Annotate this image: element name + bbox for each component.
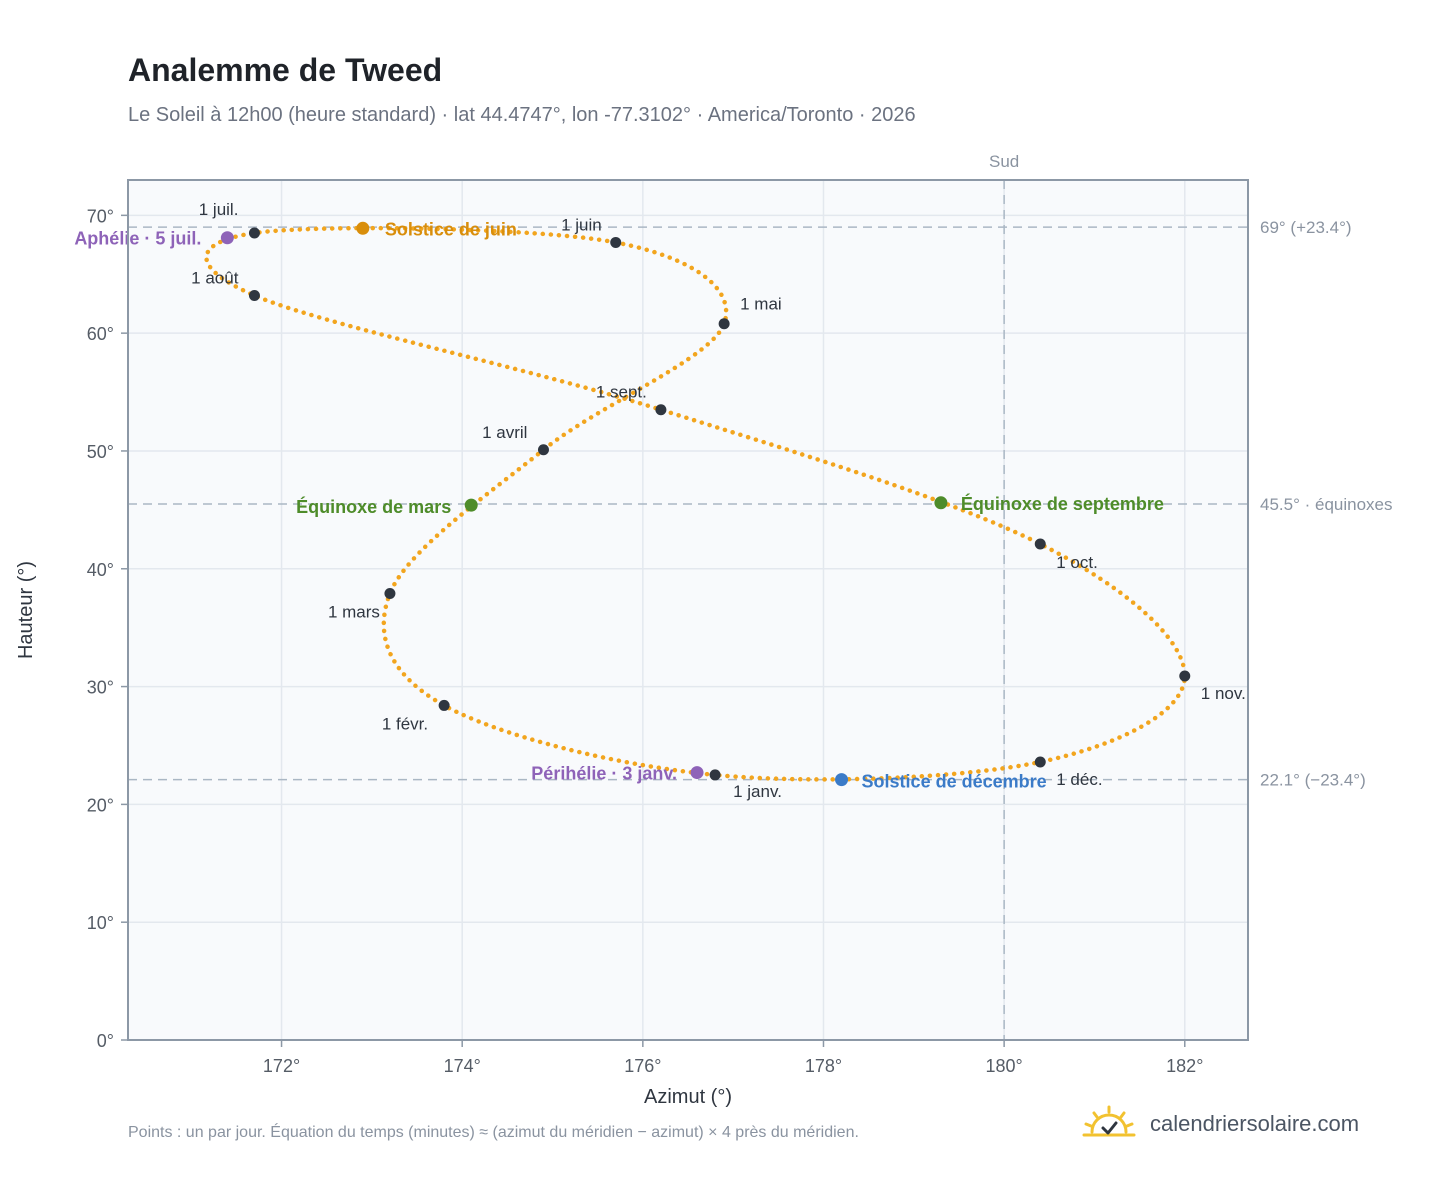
chart-subtitle: Le Soleil à 12h00 (heure standard) · lat… <box>128 104 916 126</box>
y-tick-label: 20° <box>87 795 114 815</box>
x-tick-label: 180° <box>986 1056 1023 1076</box>
month-label: 1 juil. <box>199 200 239 219</box>
month-label: 1 déc. <box>1056 770 1102 789</box>
month-marker <box>384 588 396 600</box>
month-marker <box>438 699 450 711</box>
y-tick-label: 70° <box>87 206 114 226</box>
event-label: Périhélie · 3 janv. <box>531 764 677 784</box>
month-label: 1 nov. <box>1201 684 1246 703</box>
month-marker <box>248 289 260 301</box>
brand-name[interactable]: calendriersolaire.com <box>1150 1111 1360 1136</box>
event-marker <box>464 498 478 512</box>
month-label: 1 août <box>191 268 239 287</box>
month-marker <box>1034 538 1046 550</box>
footnote: Points : un par jour. Équation du temps … <box>128 1124 859 1141</box>
plot-area <box>128 180 1248 1040</box>
month-marker <box>1034 756 1046 768</box>
month-label: 1 avril <box>482 423 527 442</box>
event-marker <box>220 231 234 245</box>
x-tick-label: 178° <box>805 1056 842 1076</box>
event-label: Équinoxe de septembre <box>961 493 1164 514</box>
month-marker <box>718 318 730 330</box>
x-tick-label: 172° <box>263 1056 300 1076</box>
reference-label: 69° (+23.4°) <box>1260 218 1352 237</box>
chart-title: Analemme de Tweed <box>128 52 443 88</box>
sun-icon <box>1082 1105 1136 1137</box>
y-tick-label: 10° <box>87 913 114 933</box>
y-tick-label: 40° <box>87 560 114 580</box>
reference-label: 45.5° · équinoxes <box>1260 495 1393 514</box>
reference-label: 22.1° (−23.4°) <box>1260 771 1366 790</box>
south-label: Sud <box>989 152 1019 171</box>
x-tick-label: 176° <box>624 1056 661 1076</box>
event-marker <box>356 221 370 235</box>
y-tick-label: 60° <box>87 324 114 344</box>
month-marker <box>655 404 667 416</box>
month-label: 1 juin <box>561 215 602 234</box>
y-tick-label: 50° <box>87 442 114 462</box>
plot-border <box>127 179 1249 1041</box>
month-marker <box>537 444 549 456</box>
month-marker <box>1179 670 1191 682</box>
month-label: 1 janv. <box>733 782 782 801</box>
event-marker <box>835 773 849 787</box>
month-marker <box>709 769 721 781</box>
analemma-daily-points <box>204 225 1188 782</box>
month-label: 1 mai <box>740 295 782 314</box>
month-marker <box>610 236 622 248</box>
brand[interactable]: calendriersolaire.com <box>1082 1102 1359 1146</box>
month-marker <box>248 227 260 239</box>
event-label: Aphélie · 5 juil. <box>74 229 201 249</box>
month-label: 1 oct. <box>1056 553 1098 572</box>
event-marker <box>690 766 704 780</box>
event-label: Équinoxe de mars <box>296 496 451 517</box>
x-axis-title: Azimut (°) <box>644 1086 732 1108</box>
y-tick-label: 30° <box>87 678 114 698</box>
month-label: 1 mars <box>328 603 380 622</box>
event-marker <box>934 496 948 510</box>
event-label: Solstice de décembre <box>862 772 1047 792</box>
y-axis-title: Hauteur (°) <box>15 561 37 659</box>
month-label: 1 sept. <box>596 383 647 402</box>
x-tick-label: 174° <box>444 1056 481 1076</box>
month-label: 1 févr. <box>382 714 428 733</box>
event-label: Solstice de juin <box>385 219 517 239</box>
x-tick-label: 182° <box>1166 1056 1203 1076</box>
y-tick-label: 0° <box>97 1031 114 1051</box>
